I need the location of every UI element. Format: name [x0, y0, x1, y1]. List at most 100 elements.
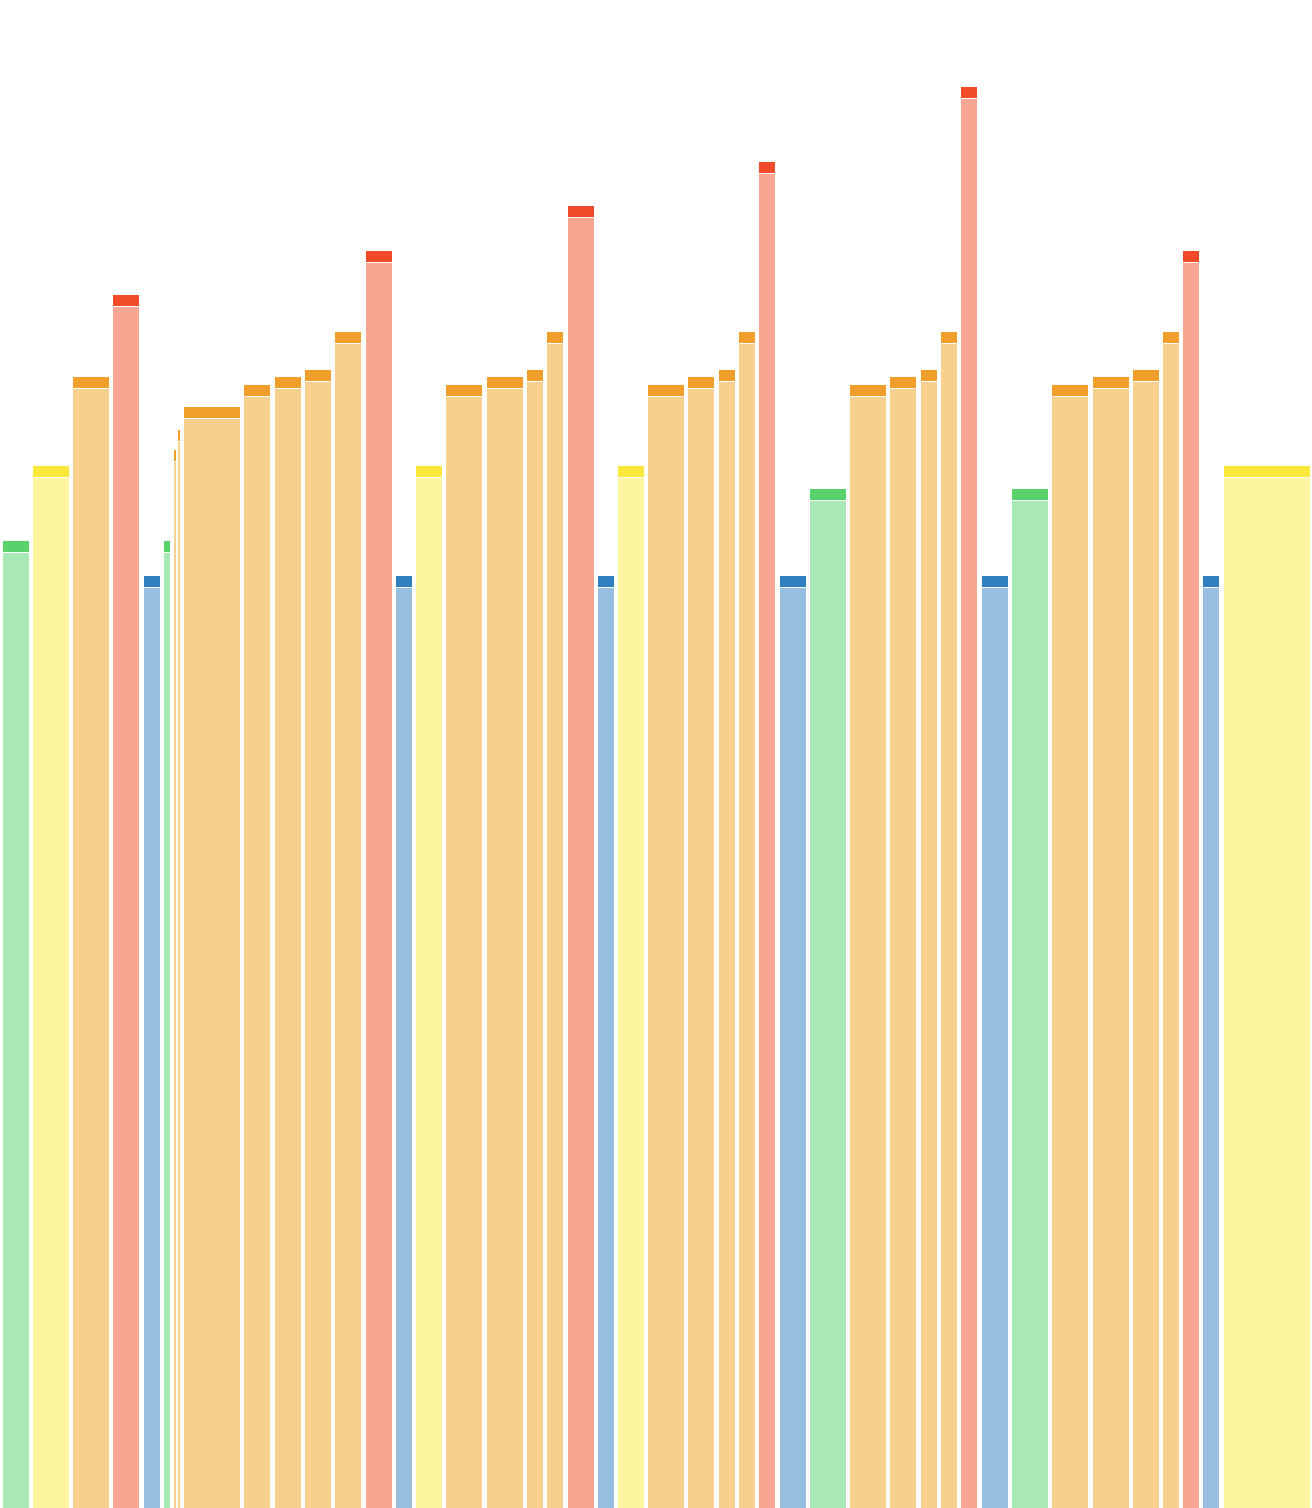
bar-body	[850, 397, 886, 1508]
bar	[941, 332, 957, 1508]
bar-cap	[416, 466, 442, 477]
bar-cap	[1133, 370, 1159, 381]
bar-body	[648, 397, 684, 1508]
bar	[961, 87, 977, 1508]
bar	[178, 430, 180, 1508]
bar	[366, 251, 392, 1508]
bar-body	[598, 588, 614, 1508]
bar-body	[178, 442, 180, 1508]
bar-cap	[1203, 576, 1219, 587]
bar	[1203, 576, 1219, 1508]
bar-cap	[3, 541, 29, 552]
bar	[164, 541, 170, 1508]
bar-cap	[1224, 466, 1310, 477]
bar-cap	[1012, 489, 1048, 500]
bar	[568, 206, 594, 1508]
bar-body	[275, 389, 301, 1508]
bar	[810, 489, 846, 1508]
bar-body	[780, 588, 806, 1508]
bar	[982, 576, 1008, 1508]
bar-cap	[184, 407, 240, 418]
bar-cap	[527, 370, 543, 381]
bar-cap	[1183, 251, 1199, 262]
bar-body	[759, 174, 775, 1508]
bar-body	[244, 397, 270, 1508]
bar-body	[487, 389, 523, 1508]
bar-body	[547, 344, 563, 1508]
bar-body	[1093, 389, 1129, 1508]
bar	[618, 466, 644, 1508]
bar-body	[618, 478, 644, 1508]
bar	[335, 332, 361, 1508]
bar-cap	[164, 541, 170, 552]
bar-body	[305, 382, 331, 1508]
bar-cap	[648, 385, 684, 396]
bar-body	[982, 588, 1008, 1508]
bar-body	[113, 307, 139, 1508]
bar	[1133, 370, 1159, 1508]
bar-body	[739, 344, 755, 1508]
bar-cap	[244, 385, 270, 396]
bar-body	[688, 389, 714, 1508]
bar-body	[1183, 263, 1199, 1508]
bar-cap	[178, 430, 180, 441]
bar-cap	[739, 332, 755, 343]
bar-cap	[890, 377, 916, 388]
bar	[759, 162, 775, 1508]
bar-body	[144, 588, 160, 1508]
bar	[174, 450, 176, 1508]
bar-cap	[275, 377, 301, 388]
bar	[780, 576, 806, 1508]
bar	[416, 466, 442, 1508]
bar-body	[719, 382, 735, 1508]
bar-body	[73, 389, 109, 1508]
bar	[1052, 385, 1088, 1508]
bar	[527, 370, 543, 1508]
bar	[244, 385, 270, 1508]
bar-body	[446, 397, 482, 1508]
bar-body	[1052, 397, 1088, 1508]
bar	[688, 377, 714, 1508]
bar-cap	[598, 576, 614, 587]
bar	[719, 370, 735, 1508]
bar-body	[164, 553, 170, 1508]
bar-cap	[33, 466, 69, 477]
bar	[1224, 466, 1310, 1508]
bar-cap	[144, 576, 160, 587]
bar-body	[1224, 478, 1310, 1508]
bar-cap	[1093, 377, 1129, 388]
bar-body	[890, 389, 916, 1508]
bar-cap	[759, 162, 775, 173]
bar	[113, 295, 139, 1508]
bar	[487, 377, 523, 1508]
bar	[921, 370, 937, 1508]
bar-body	[1203, 588, 1219, 1508]
bar-body	[568, 218, 594, 1508]
bar-body	[1012, 501, 1048, 1508]
bar	[1012, 489, 1048, 1508]
bar-body	[184, 419, 240, 1508]
bar-body	[527, 382, 543, 1508]
bar	[1163, 332, 1179, 1508]
bar-cap	[396, 576, 412, 587]
bar-cap	[73, 377, 109, 388]
bar-cap	[1163, 332, 1179, 343]
bar-cap	[305, 370, 331, 381]
bar-cap	[810, 489, 846, 500]
bar-cap	[618, 466, 644, 477]
bar-body	[3, 553, 29, 1508]
bar	[547, 332, 563, 1508]
bar-cap	[850, 385, 886, 396]
bar-cap	[982, 576, 1008, 587]
bar-body	[416, 478, 442, 1508]
bar-cap	[780, 576, 806, 587]
bar-body	[1133, 382, 1159, 1508]
bar	[3, 541, 29, 1508]
bar-cap	[366, 251, 392, 262]
bar	[850, 385, 886, 1508]
bar-cap	[174, 450, 176, 461]
bar-body	[941, 344, 957, 1508]
bar	[598, 576, 614, 1508]
bar	[275, 377, 301, 1508]
